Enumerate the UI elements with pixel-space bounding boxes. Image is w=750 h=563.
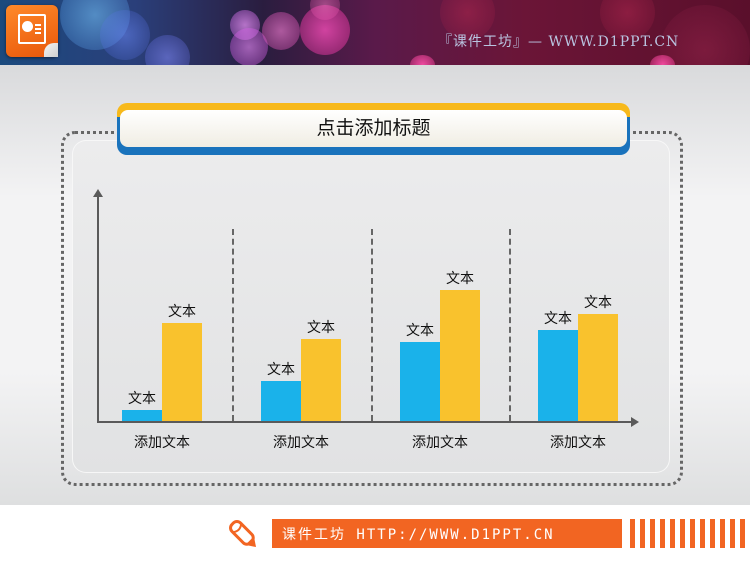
bar-series-yellow [578,314,618,421]
header-banner: 『课件工坊』— WWW.D1PPT.CN [0,0,750,65]
bar-value-label[interactable]: 文本 [406,323,434,339]
bar-value-label[interactable]: 文本 [168,304,196,320]
bokeh-bubble [650,55,675,65]
footer-stripe [690,519,695,548]
y-axis [93,189,103,423]
bar-value-label[interactable]: 文本 [267,362,295,378]
bar-series-yellow [301,339,341,421]
bar-series-blue [538,330,578,421]
slide-title[interactable]: 点击添加标题 [120,110,627,147]
bar-series-blue [122,410,162,421]
bokeh-bubble [410,55,435,65]
bokeh-bubble [230,28,268,65]
group-separator [509,229,511,421]
bar-value-label[interactable]: 文本 [584,295,612,311]
footer-stripe [660,519,665,548]
footer-stripe [740,519,745,548]
footer-stripe [680,519,685,548]
bar-series-yellow [162,323,202,421]
bokeh-bubble [100,10,150,60]
group-separator [232,229,234,421]
bar-series-blue [400,342,440,421]
category-label[interactable]: 添加文本 [273,435,329,451]
bar-value-label[interactable]: 文本 [544,311,572,327]
banner-text: 『课件工坊』— WWW.D1PPT.CN [438,34,680,50]
category-label[interactable]: 添加文本 [550,435,606,451]
group-separator [371,229,373,421]
pencil-icon [229,520,257,548]
bar-series-yellow [440,290,480,421]
footer-stripe [640,519,645,548]
footer-stripe [630,519,635,548]
footer-stripe [670,519,675,548]
footer-link[interactable]: 课件工坊 HTTP://WWW.D1PPT.CN [282,527,555,543]
bar-value-label[interactable]: 文本 [446,271,474,287]
footer-stripe [650,519,655,548]
category-label[interactable]: 添加文本 [412,435,468,451]
footer-stripe [710,519,715,548]
category-label[interactable]: 添加文本 [134,435,190,451]
presentation-icon [6,5,58,57]
bar-value-label[interactable]: 文本 [128,391,156,407]
bokeh-bubble [145,35,190,65]
footer-stripe [730,519,735,548]
footer-stripe [720,519,725,548]
bar-value-label[interactable]: 文本 [307,320,335,336]
footer-stripe [700,519,705,548]
bokeh-bubble [310,0,340,20]
footer-band [272,519,622,548]
x-axis [97,417,639,427]
bar-series-blue [261,381,301,421]
bokeh-bubble [262,12,300,50]
